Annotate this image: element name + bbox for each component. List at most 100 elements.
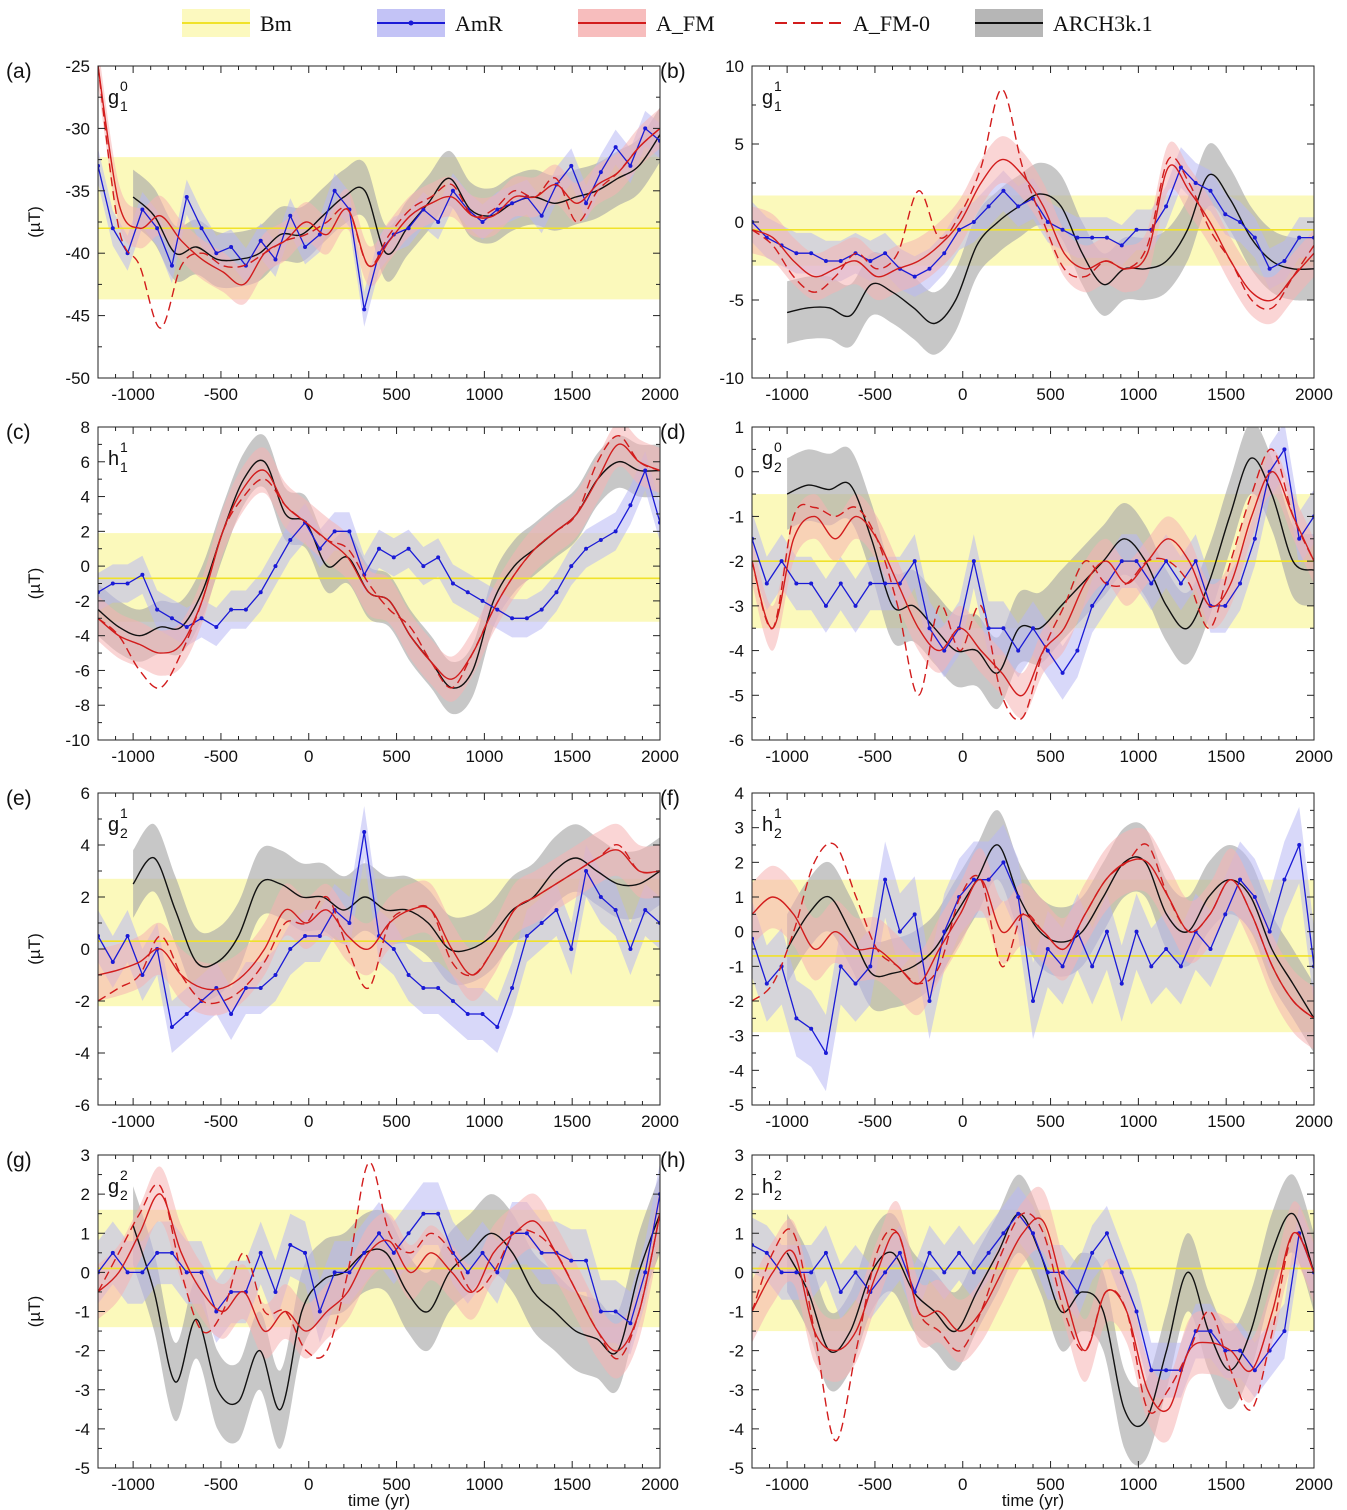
amr-point [1164,1368,1169,1373]
amr-point [1178,964,1183,969]
amr-point [524,1231,529,1236]
amr-point [110,581,115,586]
amr-point [288,213,293,218]
amr-point [1045,648,1050,653]
panel-letter: (b) [660,60,686,83]
legend-swatch [182,9,250,37]
legend-label: ARCH3k.1 [1053,11,1153,36]
amr-point [214,624,219,629]
amr-point [377,1231,381,1236]
chart-panel-d: -1000 -500 0 500 1000 1500 2000 -6 -5 -4 -3 -2 -1 0 1 (… [660,418,1333,766]
amr-point [883,877,888,882]
amr-point [643,468,648,473]
plot-area [98,66,660,329]
amr-point [391,555,396,560]
amr-point [809,1270,814,1275]
amr-point [1238,877,1243,882]
amr-point [1223,1348,1228,1353]
amr-point [332,188,337,193]
amr-point [897,1250,902,1255]
amr-point [1297,536,1302,541]
amr-point [1016,648,1021,653]
amr-point [184,1270,189,1275]
amr-point [1282,259,1287,263]
amr-point [823,259,828,263]
amr-point [1045,947,1050,951]
y-tick-label: 3 [735,1146,744,1165]
y-tick-label: 0 [81,940,90,959]
plot-area [752,806,1314,1092]
amr-point [1090,964,1095,969]
amr-point [1016,895,1021,899]
y-tick-label: -50 [65,369,90,388]
amr-point [125,581,130,586]
amr-point [613,1309,618,1314]
x-tick-label: 1500 [553,747,591,766]
amr-point [1149,1368,1154,1373]
amr-point [1134,227,1139,232]
amr-point [317,1309,322,1314]
amr-point [450,188,455,193]
coefficient-sup: 1 [774,805,782,821]
x-tick-label: -1000 [111,747,154,766]
amr-point [406,226,411,231]
legend-label: A_FM [656,11,715,36]
amr-point [1252,536,1257,541]
amr-point [1252,235,1257,240]
amr-point [539,921,544,925]
series-line-a-fm-0 [98,1162,660,1360]
amr-point [1134,559,1139,564]
amr-point [273,973,278,977]
series-line-a-fm [752,158,1314,302]
amr-point [809,1026,814,1031]
legend-label: Bm [260,11,292,36]
amr-point [942,1270,947,1275]
amr-point [155,226,160,231]
amr-point [1119,1270,1124,1275]
amr-point [1193,181,1198,185]
amr-point [628,503,633,508]
amr-point [1031,626,1035,631]
amr-point [391,1250,396,1255]
plot-area [752,88,1314,355]
chart-panel-h: -1000 -500 0 500 1000 1500 2000 -5 -4 -3 -2 -1 0 1 2 3 (… [660,1146,1333,1510]
amr-point [258,1250,263,1255]
amr-point [243,986,248,990]
amr-point [598,895,603,899]
y-tick-label: -4 [75,1044,90,1063]
y-tick-label: -6 [729,731,744,750]
chart-panel-b: -1000 -500 0 500 1000 1500 2000 -10 -5 0 5 10 (b) g1 1 [660,57,1333,404]
amr-point [794,1016,799,1021]
y-tick-label: -8 [75,696,90,715]
amr-point [1104,235,1109,240]
amr-point [764,1250,769,1255]
amr-point [838,964,843,969]
amr-point [495,1270,500,1275]
amr-point [450,999,455,1003]
amr-point [1001,860,1006,865]
amr-point [229,1289,234,1294]
y-tick-label: 6 [81,784,90,803]
amr-point [927,1250,932,1255]
amr-point [1045,1270,1050,1275]
coefficient-sub: 1 [774,98,782,114]
y-tick-label: 6 [81,453,90,472]
amr-point [1208,947,1213,951]
amr-point [524,616,529,621]
panel-letter: (f) [660,787,680,810]
y-tick-label: -2 [75,592,90,611]
amr-point [823,603,828,608]
amr-point [125,934,130,938]
y-tick-label: -3 [729,1027,744,1046]
x-tick-label: 0 [958,1475,967,1494]
amr-point [643,126,648,131]
coefficient-sub: 2 [774,1187,782,1203]
amr-point [809,251,814,256]
plot-area [98,427,660,715]
coefficient-label: h [108,448,119,470]
amr-point [1193,1329,1198,1334]
y-tick-label: -25 [65,57,90,76]
plot-area [98,806,660,1053]
amr-point [169,1025,174,1029]
legend: Bm AmR A_FM A_FM-0 ARCH3k.1 [0,0,1347,46]
